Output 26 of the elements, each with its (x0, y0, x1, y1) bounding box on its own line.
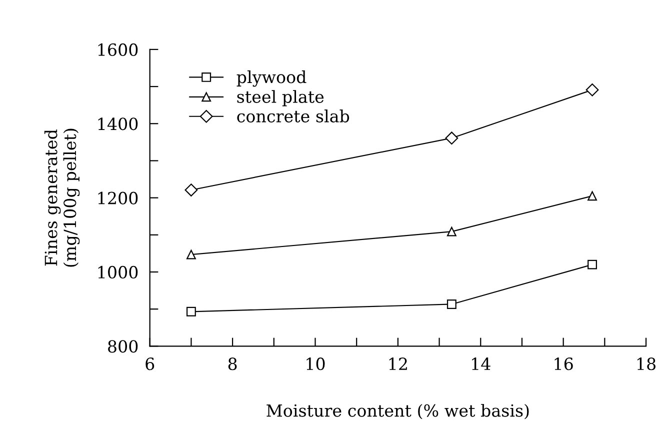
point (446, 226, 456, 236)
point (588, 191, 597, 201)
x-tick-label: 10 (306, 358, 325, 370)
x-tick-label: 16 (554, 358, 573, 370)
legend-label: concrete slab (237, 110, 350, 122)
point (446, 300, 456, 309)
y-tick-label: 800 (108, 340, 138, 353)
y-tick-label: 1000 (98, 266, 138, 279)
x-tick-label: 12 (389, 358, 407, 370)
x-axis-title: Moisture content (% wet basis) (266, 404, 529, 420)
legend-label: plywood (236, 70, 306, 87)
x-tick-label: 18 (637, 358, 656, 370)
x-tick-label: 8 (228, 358, 237, 370)
legend-label: steel plate (237, 90, 324, 106)
x-tick-label: 6 (146, 358, 154, 370)
point (184, 184, 198, 196)
y-tick-label: 1600 (98, 43, 138, 56)
point (588, 260, 597, 270)
y-tick-label: 1200 (98, 192, 138, 204)
point (445, 132, 458, 145)
point (186, 250, 196, 260)
point (586, 83, 599, 96)
y-axis-title: Fines generated (mg/100g pellet) (44, 128, 80, 267)
x-tick-label: 14 (472, 358, 490, 370)
y-tick-label: 1400 (98, 118, 138, 130)
point (186, 306, 196, 316)
